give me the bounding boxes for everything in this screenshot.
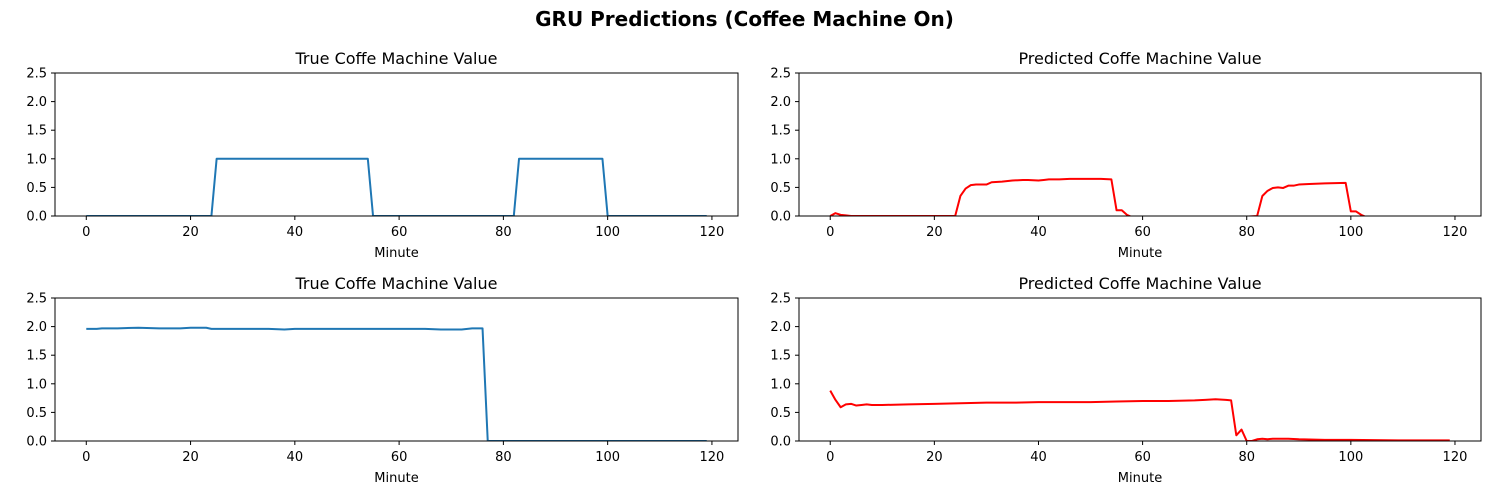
y-tick-label: 0.0	[770, 435, 791, 450]
y-tick-label: 1.5	[770, 349, 791, 364]
y-tick-label: 1.0	[770, 377, 791, 392]
y-tick-label: 0.5	[770, 406, 791, 421]
subplot-4: Predicted Coffe Machine Value 0 20 40 60 80 10…	[770, 274, 1482, 486]
subplot-1: True Coffe Machine Value 0 20 40 60 80 100 120 0…	[26, 49, 739, 261]
x-tick-label: 120	[700, 225, 725, 240]
x-tick-label: 20	[926, 450, 943, 465]
figure-title: GRU Predictions (Coffee Machine On)	[535, 7, 954, 31]
x-tick-label: 100	[1338, 225, 1363, 240]
x-tick-label: 100	[1338, 450, 1363, 465]
x-tick-label: 20	[926, 225, 943, 240]
y-tick-label: 0.5	[26, 406, 47, 421]
y-tick-label: 1.5	[770, 124, 791, 139]
y-tick-label: 0.5	[26, 181, 47, 196]
x-tick-label: 120	[1443, 225, 1468, 240]
y-tick-label: 0.0	[770, 210, 791, 225]
subplot-title: True Coffe Machine Value	[295, 274, 498, 293]
x-tick-label: 20	[182, 450, 199, 465]
x-tick-label: 0	[826, 450, 834, 465]
y-tick-label: 2.5	[26, 292, 47, 307]
x-tick-label: 80	[1238, 450, 1255, 465]
x-tick-label: 80	[495, 450, 512, 465]
x-tick-label: 40	[1030, 225, 1047, 240]
subplot-3: True Coffe Machine Value 0 20 40 60 80 100 120 0…	[26, 274, 739, 486]
x-tick-label: 60	[1134, 450, 1151, 465]
axes-frame	[54, 72, 739, 217]
subplot-2: Predicted Coffe Machine Value 0 20 40 60 80 10…	[770, 49, 1482, 261]
y-tick-label: 2.0	[26, 95, 47, 110]
y-tick-label: 2.0	[770, 320, 791, 335]
x-tick-label: 120	[1443, 450, 1468, 465]
series-line-1	[829, 390, 1450, 441]
y-tick-label: 2.0	[770, 95, 791, 110]
y-tick-label: 1.5	[26, 349, 47, 364]
x-tick-label: 40	[287, 450, 304, 465]
x-tick-label: 60	[391, 450, 408, 465]
x-axis-label: Minute	[374, 246, 418, 261]
subplot-title: Predicted Coffe Machine Value	[1018, 49, 1261, 68]
axes-frame	[798, 297, 1482, 442]
x-axis-label: Minute	[374, 471, 418, 486]
x-tick-label: 40	[287, 225, 304, 240]
x-tick-label: 20	[182, 225, 199, 240]
y-tick-label: 2.5	[770, 67, 791, 82]
x-tick-label: 100	[595, 225, 620, 240]
x-tick-label: 0	[826, 225, 834, 240]
y-tick-label: 1.0	[26, 377, 47, 392]
y-tick-label: 1.0	[26, 152, 47, 167]
x-tick-label: 80	[495, 225, 512, 240]
subplots: True Coffe Machine Value 0 20 40 60 80 100 120 0…	[26, 49, 1482, 486]
axes-frame	[798, 72, 1482, 217]
x-tick-label: 60	[1134, 225, 1151, 240]
x-tick-label: 0	[82, 450, 90, 465]
x-tick-label: 100	[595, 450, 620, 465]
series-line-1	[86, 157, 707, 216]
series-line-1	[829, 177, 1450, 216]
y-tick-label: 0.0	[26, 435, 47, 450]
y-tick-label: 2.5	[26, 67, 47, 82]
x-tick-label: 40	[1030, 450, 1047, 465]
axes-frame	[54, 297, 739, 442]
subplot-title: Predicted Coffe Machine Value	[1018, 274, 1261, 293]
y-tick-label: 2.5	[770, 292, 791, 307]
y-tick-label: 0.5	[770, 181, 791, 196]
series-line-1	[86, 326, 707, 441]
y-tick-label: 2.0	[26, 320, 47, 335]
y-tick-label: 1.0	[770, 152, 791, 167]
subplot-title: True Coffe Machine Value	[295, 49, 498, 68]
x-tick-label: 80	[1238, 225, 1255, 240]
x-tick-label: 0	[82, 225, 90, 240]
y-tick-label: 1.5	[26, 124, 47, 139]
x-axis-label: Minute	[1118, 471, 1162, 486]
x-tick-label: 60	[391, 225, 408, 240]
y-tick-label: 0.0	[26, 210, 47, 225]
x-tick-label: 120	[700, 450, 725, 465]
x-axis-label: Minute	[1118, 246, 1162, 261]
